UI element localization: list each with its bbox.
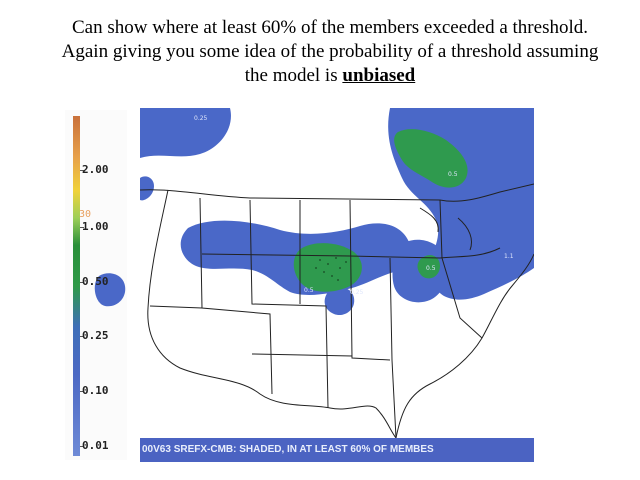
caption-emphasis: unbiased [342, 65, 416, 86]
legend-tick [80, 170, 84, 171]
precipitation-map: 0.25 0.5 0.5 0.5 0.25 1.1 00V63 SREFX-CM… [140, 108, 534, 462]
caption-text: Can show where at least 60% of the membe… [61, 17, 599, 86]
contour-label: 0.5 [304, 287, 314, 294]
map-banner: 00V63 SREFX-CMB: SHADED, IN AT LEAST 60%… [140, 438, 534, 462]
legend-shading-blob [94, 273, 126, 307]
contour-label: 0.25 [350, 289, 364, 296]
legend-tick [80, 336, 84, 337]
legend-tick [80, 227, 84, 228]
legend-color-bar [73, 116, 80, 456]
legend-label-1.00: 1.00 [82, 220, 109, 233]
legend-label-0.25: 0.25 [82, 329, 109, 342]
legend-label-2.00: 2.00 [82, 163, 109, 176]
contour-label: 1.1 [504, 253, 514, 260]
map-borders [140, 183, 534, 438]
legend-tick [80, 282, 84, 283]
contour-label: 0.5 [426, 265, 436, 272]
stipple-pattern [315, 257, 347, 281]
legend-label-0.50: 0.50 [82, 275, 109, 288]
legend-tick [80, 446, 84, 447]
contour-labels: 0.25 0.5 0.5 0.5 0.25 1.1 [194, 115, 514, 296]
color-legend: 2.00 30 1.00 0.50 0.25 0.10 0.01 [65, 110, 127, 460]
slide-caption: Can show where at least 60% of the membe… [50, 16, 610, 88]
legend-tick [80, 391, 84, 392]
legend-label-0.10: 0.10 [82, 384, 109, 397]
legend-faint-label: 30 [79, 209, 92, 220]
contour-label: 0.5 [448, 171, 458, 178]
contour-label: 0.25 [194, 115, 208, 122]
map-canvas: 0.25 0.5 0.5 0.5 0.25 1.1 [140, 108, 534, 438]
legend-label-0.01: 0.01 [82, 439, 109, 452]
